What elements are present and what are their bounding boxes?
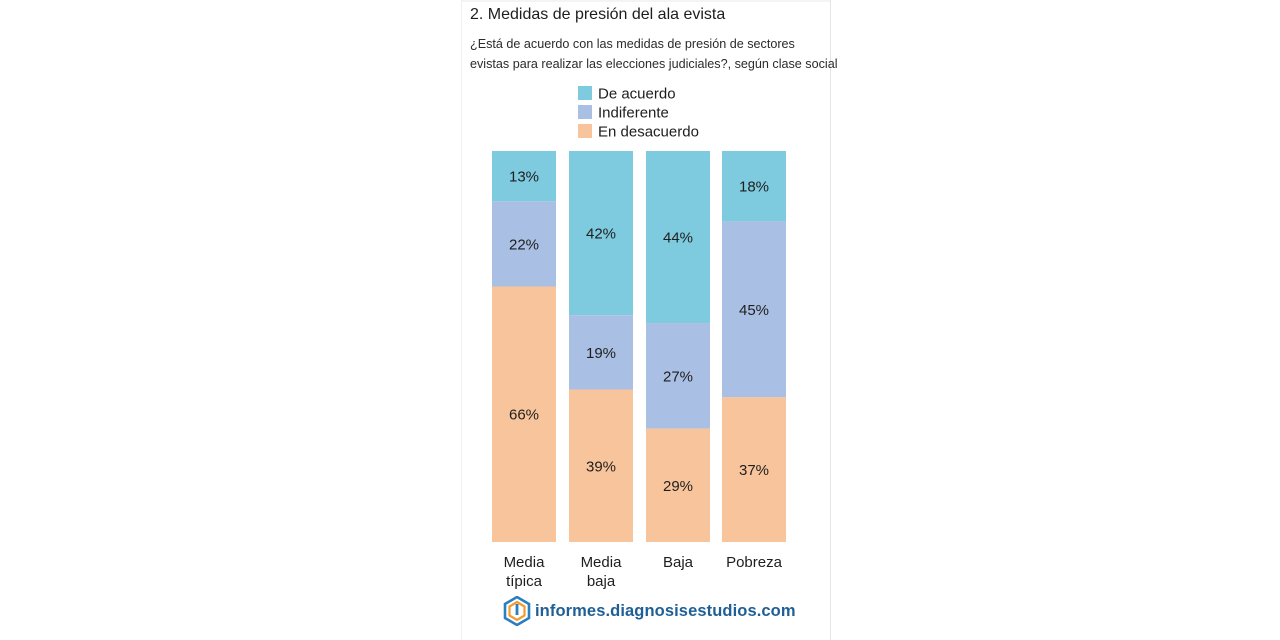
legend-swatch-1	[578, 86, 592, 100]
data-label-4-1: 18%	[739, 179, 769, 196]
category-label-3-1: Baja	[663, 554, 694, 571]
bar-segment-3-1	[646, 151, 710, 324]
subtitle-line-2: evistas para realizar las elecciones jud…	[470, 57, 838, 71]
category-label-1-2: típica	[506, 573, 543, 590]
bar-segment-4-2	[722, 221, 786, 398]
data-label-1-1: 13%	[509, 169, 539, 186]
category-label-4-1: Pobreza	[726, 554, 783, 571]
data-label-3-2: 27%	[663, 368, 693, 385]
legend-swatch-3	[578, 124, 592, 138]
bar-segment-2-1	[569, 151, 633, 316]
data-label-3-3: 29%	[663, 478, 693, 495]
data-label-1-2: 22%	[509, 236, 539, 253]
legend-label-2: Indiferente	[598, 105, 669, 122]
brand-url[interactable]: informes.diagnosisestudios.com	[535, 601, 796, 620]
bar-segment-1-1	[492, 151, 556, 202]
data-label-1-3: 66%	[509, 407, 539, 424]
category-label-2-1: Media	[581, 554, 623, 571]
category-label-1-1: Media	[504, 554, 546, 571]
bar-segment-4-1	[722, 151, 786, 222]
brand-footer[interactable]: informes.diagnosisestudios.com	[503, 596, 796, 626]
data-label-4-2: 45%	[739, 302, 769, 319]
data-label-2-3: 39%	[586, 458, 616, 475]
data-label-2-2: 19%	[586, 345, 616, 362]
chart-subtitle: ¿Está de acuerdo con las medidas de pres…	[470, 34, 838, 74]
bar-segment-1-3	[492, 286, 556, 542]
bar-segment-3-3	[646, 428, 710, 542]
bar-segment-4-3	[722, 397, 786, 542]
bar-segment-1-2	[492, 201, 556, 287]
bar-segment-2-3	[569, 389, 633, 542]
chart-title: 2. Medidas de presión del ala evista	[470, 6, 726, 23]
bar-segment-3-2	[646, 323, 710, 429]
subtitle-line-1: ¿Está de acuerdo con las medidas de pres…	[470, 37, 795, 51]
bar-segment-2-2	[569, 315, 633, 390]
legend-swatch-2	[578, 105, 592, 119]
data-label-4-3: 37%	[739, 462, 769, 479]
data-label-2-1: 42%	[586, 226, 616, 243]
data-label-3-1: 44%	[663, 230, 693, 247]
legend-label-1: De acuerdo	[598, 86, 676, 103]
category-label-2-2: baja	[587, 573, 616, 590]
card-top-border	[462, 0, 830, 2]
diagnosis-logo-icon	[503, 596, 531, 626]
legend-label-3: En desacuerdo	[598, 124, 699, 141]
